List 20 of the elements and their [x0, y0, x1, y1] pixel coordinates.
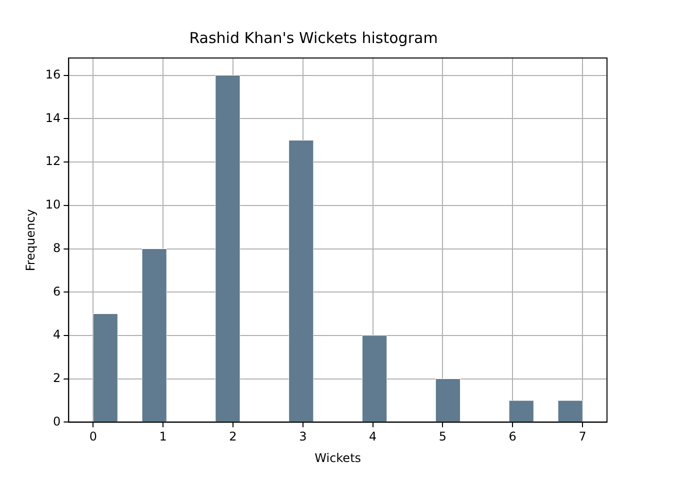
- x-axis-title: Wickets: [314, 450, 362, 465]
- x-tick-label: 7: [578, 430, 586, 444]
- x-tick-label: 2: [229, 430, 237, 444]
- y-tick-label: 12: [45, 154, 61, 168]
- x-tick-label: 1: [159, 430, 167, 444]
- x-tick-label: 5: [438, 430, 447, 444]
- y-tick-label: 2: [53, 370, 61, 385]
- x-tick-label: 0: [89, 430, 97, 444]
- y-axis-title: Frequency: [23, 209, 38, 272]
- y-tick-label: 0: [53, 414, 61, 428]
- x-tick-label: 3: [299, 430, 307, 444]
- y-tick-label: 6: [53, 284, 61, 298]
- y-tick-label: 4: [53, 328, 61, 342]
- chart-title: Rashid Khan's Wickets histogram: [189, 28, 438, 47]
- y-tick-label: 14: [45, 110, 61, 125]
- x-tick-label: 4: [368, 430, 377, 444]
- y-tick-label: 8: [53, 240, 61, 255]
- y-tick-label: 16: [45, 67, 61, 82]
- y-tick-label: 10: [45, 198, 61, 212]
- x-tick-label: 6: [508, 430, 516, 444]
